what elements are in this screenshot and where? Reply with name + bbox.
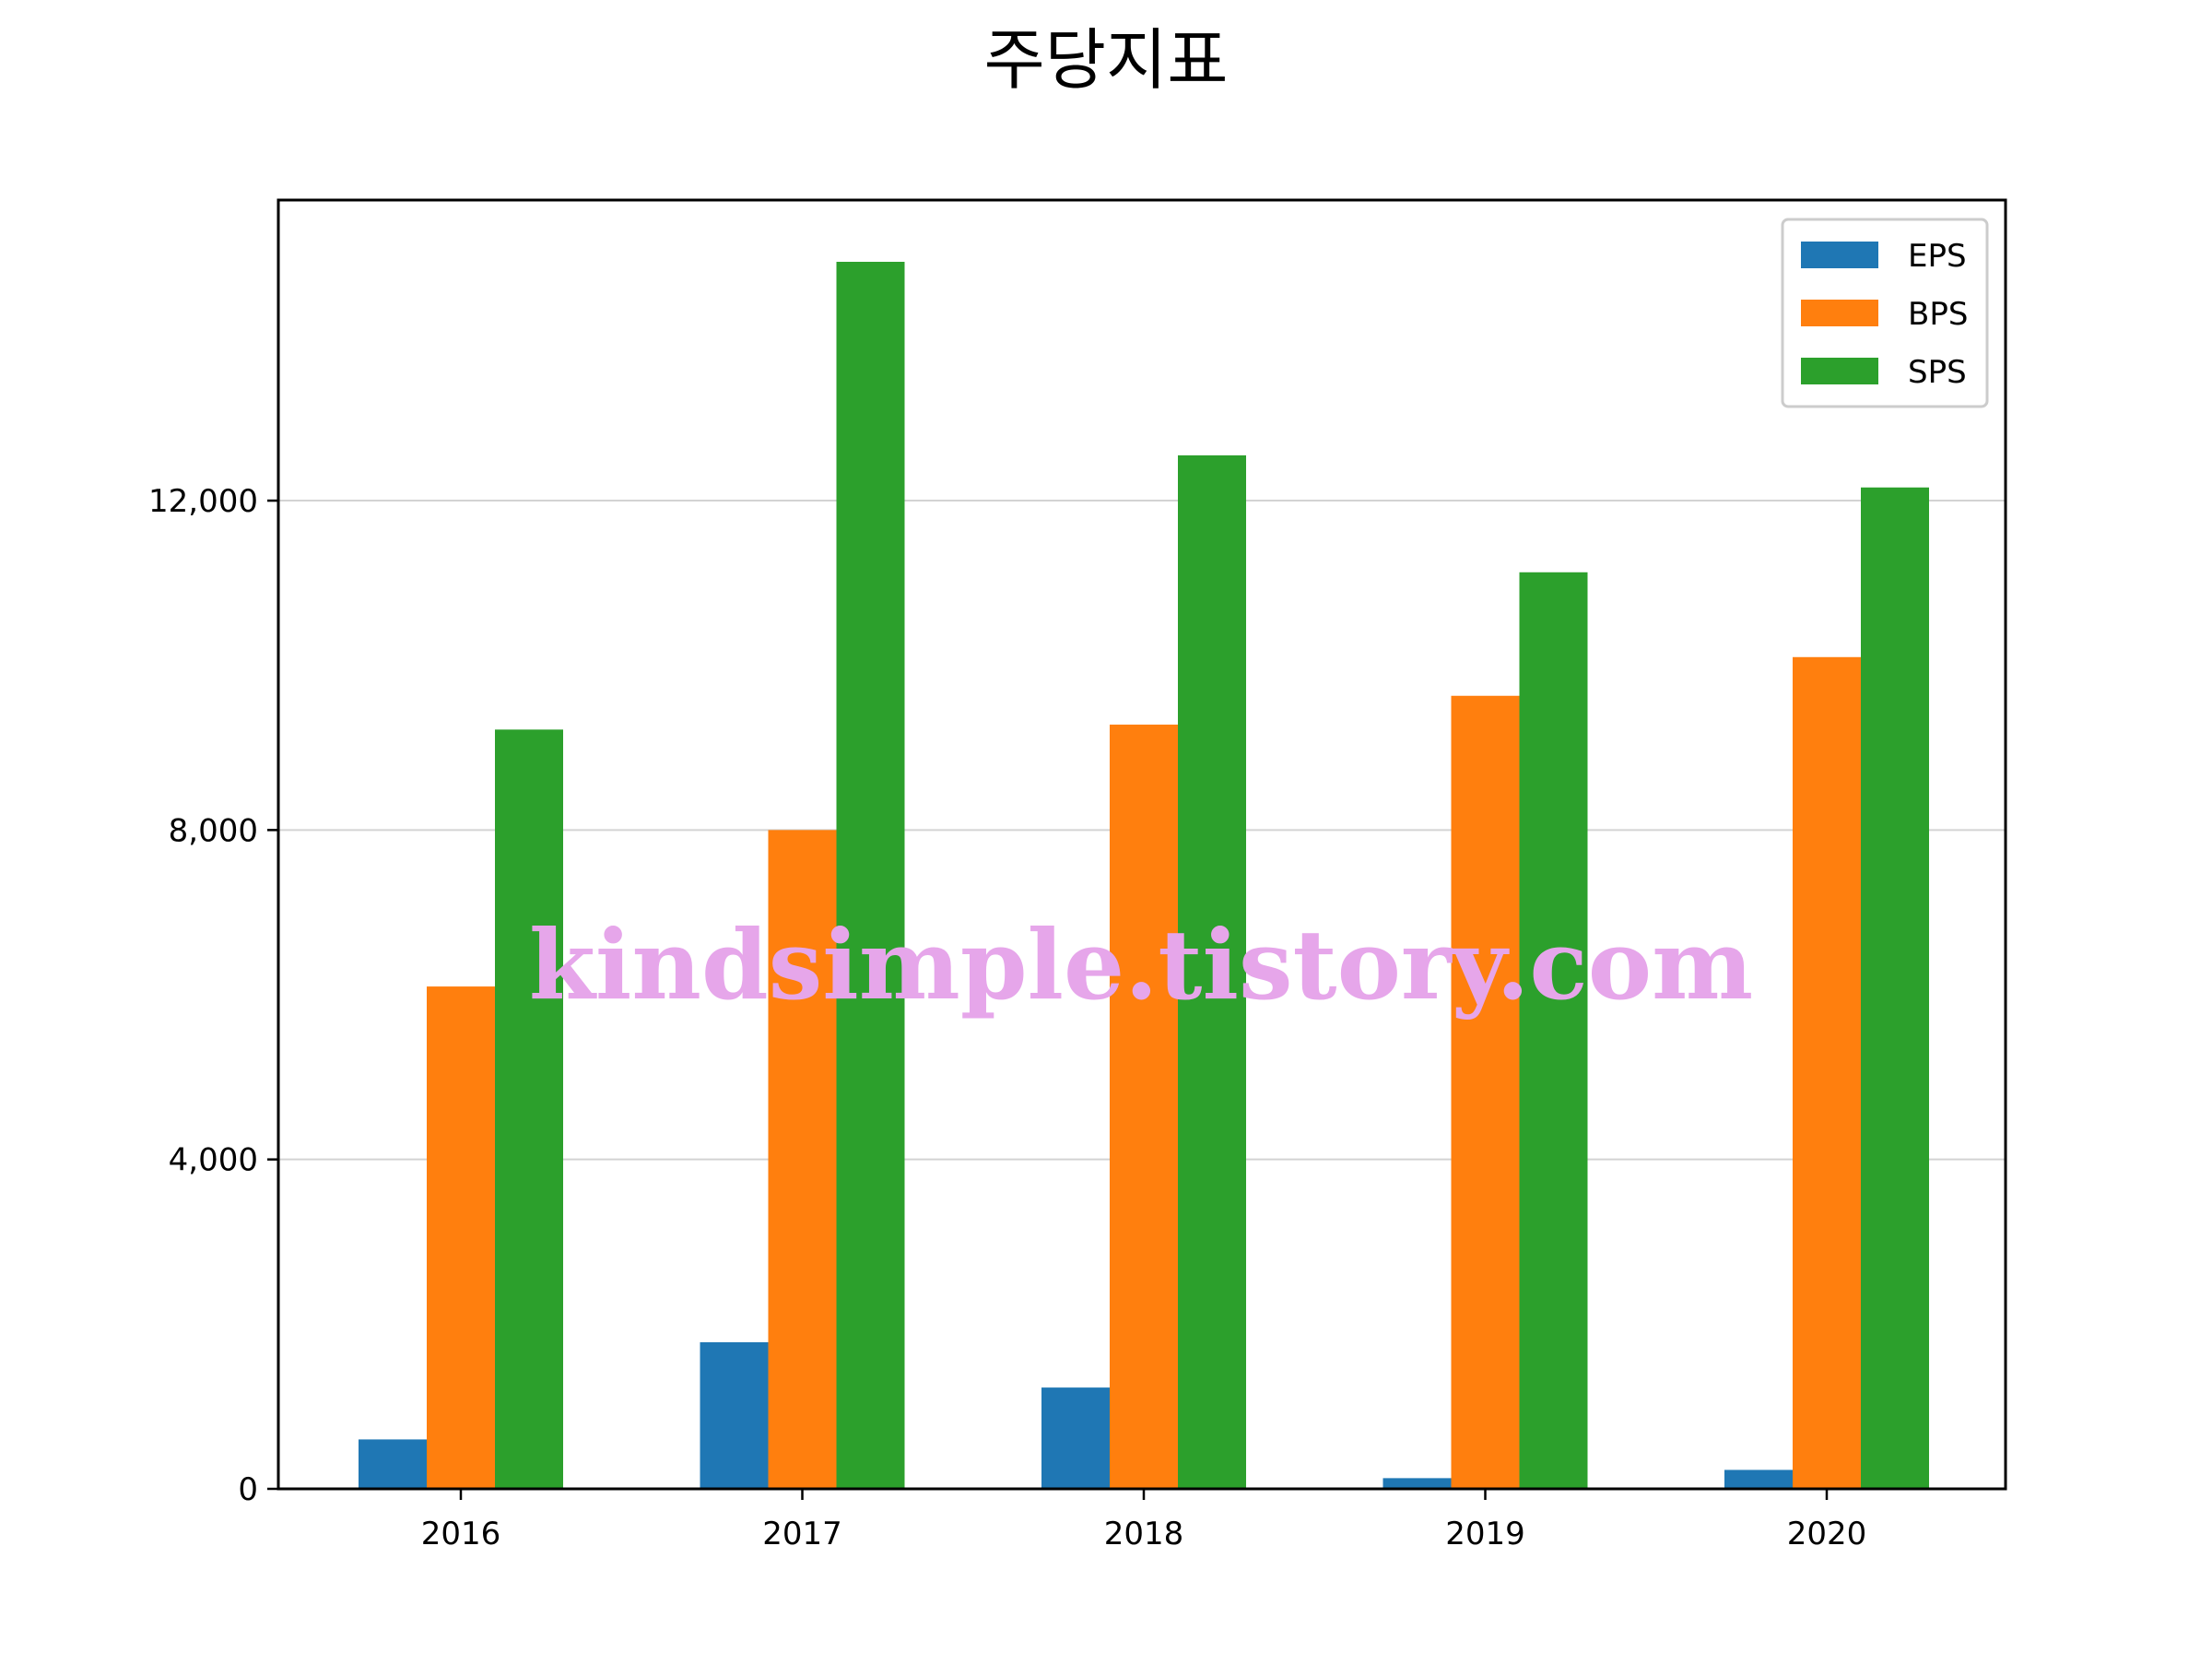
x-axis-ticks: 2016 2017 2018 2019 2020: [421, 1489, 1867, 1552]
plot-frame: [276, 198, 2007, 1491]
legend-swatch-bps: [1801, 300, 1878, 326]
y-tick-label: 0: [238, 1471, 258, 1508]
watermark-text: kindsimple.tistory.com: [529, 908, 1753, 1021]
x-tick-label: 2016: [421, 1516, 501, 1552]
bar-sps: [1178, 454, 1246, 1489]
bar-eps: [359, 1439, 427, 1489]
bar-sps: [836, 261, 905, 1489]
y-axis-ticks: 0 4,000 8,000 12,000: [148, 483, 278, 1508]
bar-bps: [1793, 656, 1861, 1489]
legend-swatch-eps: [1801, 242, 1878, 268]
legend: EPS BPS SPS: [1781, 218, 1989, 408]
bar-bps: [1110, 725, 1178, 1489]
legend-swatch-sps: [1801, 358, 1878, 384]
bar-eps: [1041, 1387, 1110, 1489]
bars: [359, 261, 1929, 1489]
bar-sps: [1519, 572, 1588, 1489]
bar-bps: [1451, 695, 1520, 1489]
y-tick-label: 8,000: [169, 812, 258, 849]
bar-eps: [1724, 1469, 1793, 1489]
bar-sps: [495, 729, 563, 1489]
y-tick-label: 4,000: [169, 1142, 258, 1179]
bar-bps: [768, 830, 837, 1489]
legend-label-eps: EPS: [1908, 238, 1967, 275]
x-tick-label: 2019: [1445, 1516, 1525, 1552]
y-tick-label: 12,000: [148, 483, 258, 520]
bar-sps: [1861, 487, 1929, 1489]
bar-bps: [427, 986, 495, 1489]
legend-label-sps: SPS: [1908, 354, 1967, 391]
legend-label-bps: BPS: [1908, 296, 1968, 333]
x-tick-label: 2020: [1787, 1516, 1867, 1552]
bar-eps: [1382, 1478, 1452, 1489]
bar-eps: [700, 1341, 769, 1489]
x-tick-label: 2018: [1104, 1516, 1184, 1552]
x-tick-label: 2017: [762, 1516, 842, 1552]
chart-title: 주당지표: [984, 21, 1229, 99]
